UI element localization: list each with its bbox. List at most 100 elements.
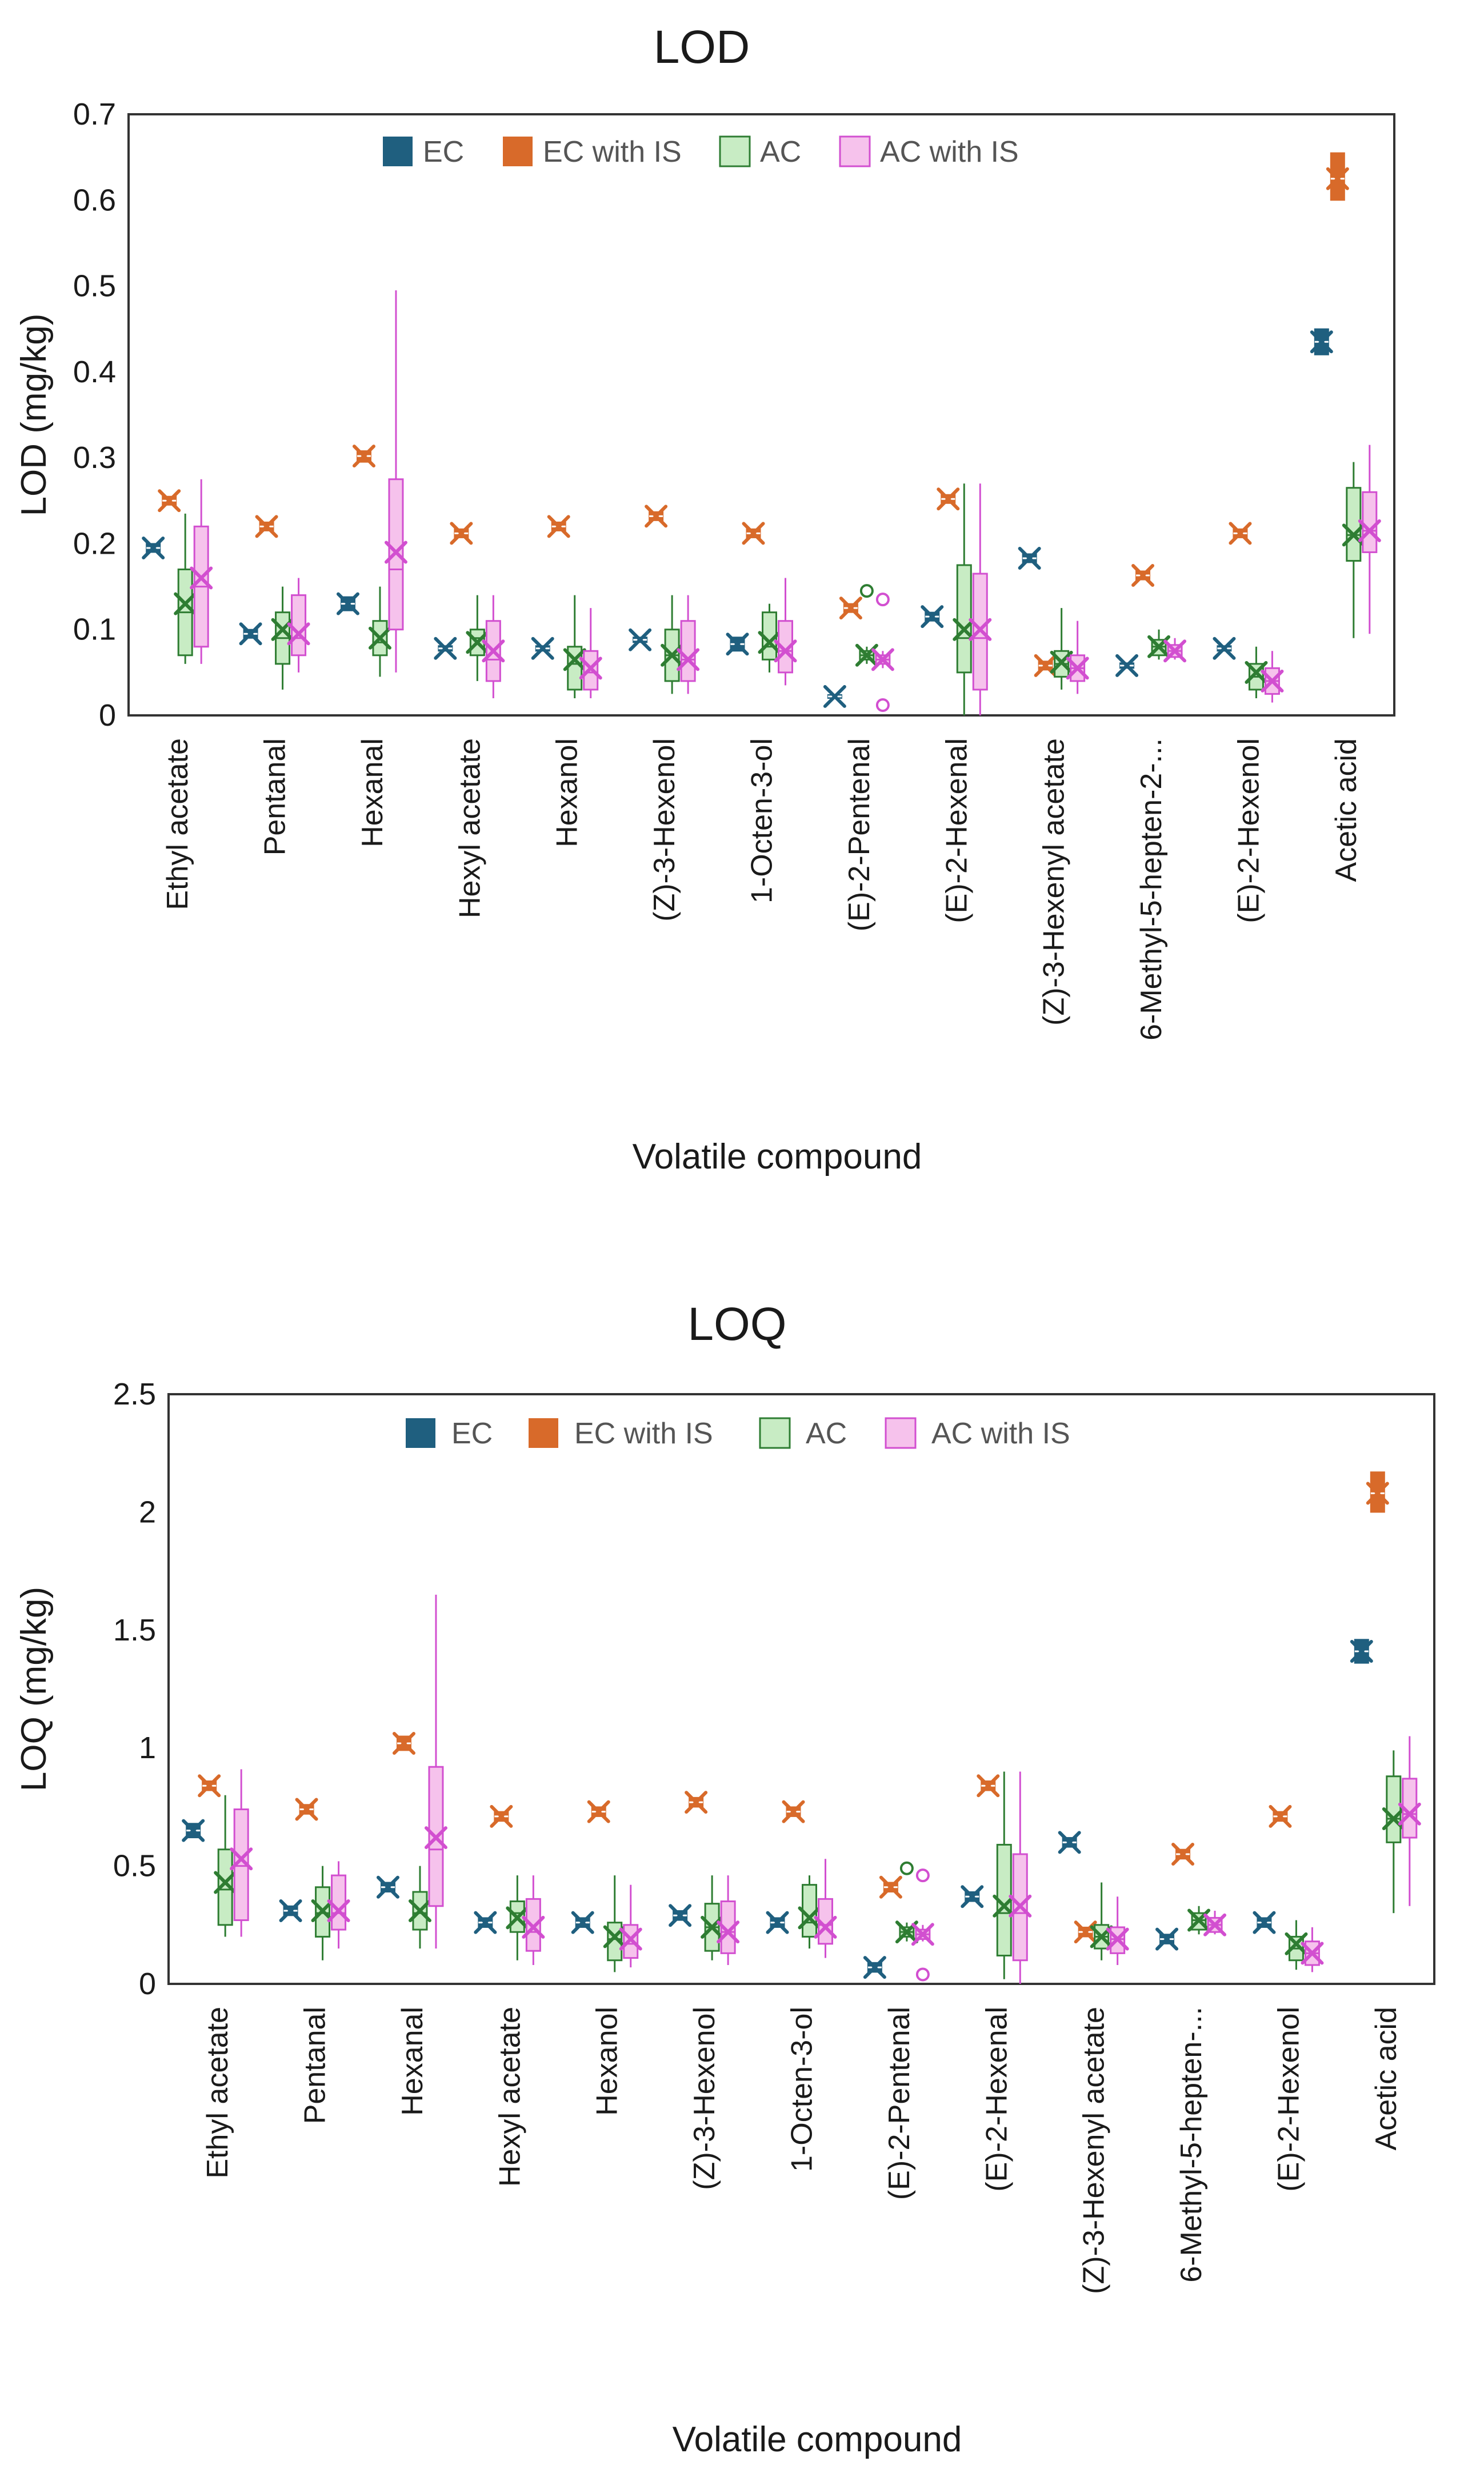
lod-box-ac_is [1066,621,1089,694]
loq-box-ec_is [879,1875,902,1899]
loq-legend-ecis-swatch [529,1418,558,1448]
loq-box-ec [1155,1927,1179,1951]
loq-box-ac [1187,1906,1211,1935]
lod-mean-marker [629,628,652,651]
lod-mean-marker [937,487,960,511]
lod-mean-marker [142,536,165,559]
lod-box-ac [368,586,391,677]
loq-mean-marker [1058,1831,1081,1854]
loq-box-ac_is [1398,1736,1421,1906]
lod-category-label: Ethyl acetate [161,738,194,910]
lod-mean-marker [466,631,489,654]
loq-box-ec_is [587,1800,610,1823]
loq-box-ec [1058,1831,1081,1854]
loq-category-label: Hexanal [396,2007,429,2116]
lod-box-ac [1050,608,1073,690]
loq-mean-marker [295,1798,318,1821]
loq-category-label: Hexyl acetate [493,2007,526,2187]
lod-box-ac [174,513,197,664]
loq-chart-title: LOQ [687,1298,786,1350]
loq-y-tick-label: 0.5 [113,1849,156,1883]
lod-mean-marker [384,541,407,564]
loq-box-ec_is [1269,1804,1292,1828]
lod-mean-marker [1326,167,1349,190]
lod-mean-marker [969,618,992,641]
loq-box-ec [863,1956,886,1979]
loq-box-ec [376,1875,399,1899]
lod-mean-marker [1066,657,1089,680]
loq-mean-marker [1350,1639,1373,1663]
loq-mean-marker [424,1826,447,1850]
loq-box-ac [311,1866,334,1960]
loq-box-ac [1285,1920,1308,1970]
lod-chart-title: LOD [654,21,750,73]
lod-box-ec_is [937,487,960,511]
loq-category-label: 6-Methyl-5-hepten-... [1175,2007,1208,2283]
lod-box-ec [239,622,262,646]
lod-mean-marker [1310,330,1333,354]
lod-category-label: (E)-2-Pentenal [843,738,876,931]
lod-mean-marker [1018,546,1041,570]
loq-mean-marker [1106,1927,1129,1951]
loq-box-ac [603,1875,626,1972]
lod-mean-marker [239,622,262,646]
loq-mean-marker [879,1875,902,1899]
loq-box-ec_is [685,1791,708,1814]
loq-box-ec_is [1366,1471,1389,1513]
loq-legend-ecis-label: EC with IS [574,1417,713,1450]
loq-y-axis-title: LOQ (mg/kg) [14,1587,54,1791]
lod-mean-marker [174,592,197,615]
loq-legend-acis-swatch [885,1417,917,1449]
loq-mean-marker [198,1774,221,1798]
loq-box-ac_is [814,1859,837,1958]
lod-y-tick-label: 0.6 [73,183,116,217]
lod-box-ec [921,605,944,629]
lod-box-ec_is [255,515,278,538]
loq-box-ac [798,1875,821,1949]
loq-box-ec [1350,1639,1373,1664]
lod-y-tick-label: 0.3 [73,441,116,475]
loq-chart: LOQ EC EC with IS AC AC with IS 0 0.5 1 1.5… [14,1298,1435,2459]
loq-box-ac [1382,1750,1405,1914]
loq-mean-marker [717,1920,740,1944]
loq-y-tick-label: 2.5 [113,1377,156,1411]
loq-iqr-box [412,1891,428,1931]
lod-box-ec [434,637,457,660]
loq-mean-marker [977,1774,1000,1798]
loq-box-ec [182,1819,205,1842]
loq-box-ac_is [424,1594,447,1949]
loq-box-ec [669,1904,692,1927]
loq-mean-marker [1009,1894,1032,1918]
lod-box-ec [142,536,165,559]
lod-x-axis: Ethyl acetate Pentanal Hexanal Hexyl acetat… [161,738,1363,1041]
lod-box-ac_is [287,578,310,673]
lod-box-ec [1213,637,1236,660]
lod-box-ac [1342,462,1365,638]
lod-mean-marker [287,622,310,646]
loq-box-ec [571,1911,594,1934]
lod-iqr-box [1362,491,1378,553]
lod-box-ac_is [677,595,700,694]
loq-mean-marker [1398,1802,1421,1826]
lod-box-ec [1018,546,1041,570]
lod-y-tick-label: 0.5 [73,269,116,303]
loq-mean-marker [182,1819,205,1842]
loq-mean-marker [798,1906,821,1930]
loq-box-ac [506,1875,529,1960]
loq-mean-marker [311,1899,334,1923]
lod-box-ac_is [384,290,407,673]
lod-mean-marker [158,489,181,513]
lod-mean-marker [434,637,457,660]
lod-box-ac [1245,646,1268,698]
lod-box-ec_is [645,505,668,528]
loq-box-ac_is [911,1868,934,1982]
lod-mean-marker [1050,650,1073,674]
loq-category-label: (Z)-3-Hexenol [688,2007,721,2190]
loq-mean-marker [911,1923,934,1946]
lod-legend-ecis-label: EC with IS [543,135,682,169]
loq-mean-marker [506,1906,529,1930]
lod-mean-marker [1131,564,1155,587]
loq-mean-marker [619,1927,642,1951]
lod-iqr-box [956,564,972,674]
lod-category-label: 1-Octen-3-ol [746,738,779,903]
